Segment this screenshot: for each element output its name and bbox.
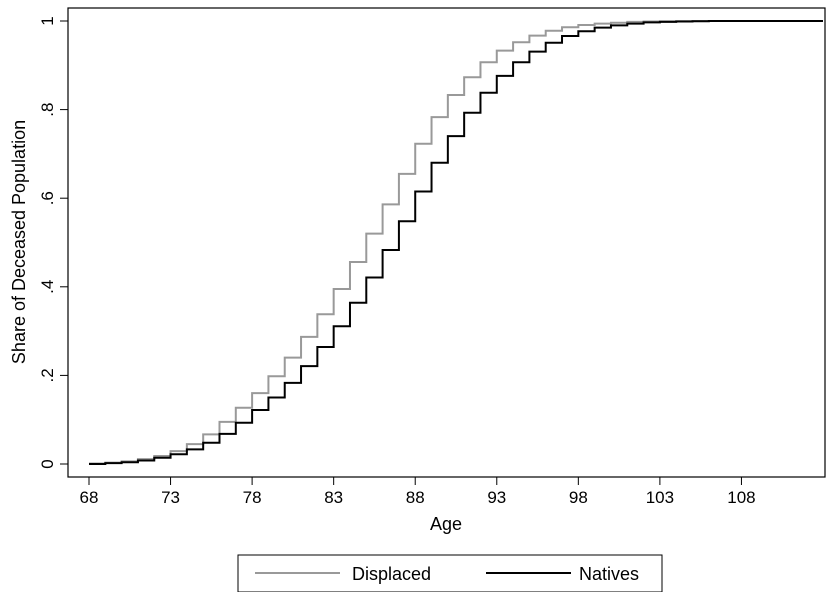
x-axis-ticks: 68 73 78 83 88 93 98 103 108 <box>80 477 756 507</box>
x-tick-label: 108 <box>727 488 755 507</box>
y-tick-label: .4 <box>38 280 57 294</box>
x-tick-label: 93 <box>487 488 506 507</box>
series-line-natives <box>89 20 823 465</box>
series-lines <box>89 20 823 465</box>
x-tick-label: 103 <box>646 488 674 507</box>
y-tick-label: .8 <box>38 103 57 117</box>
y-axis-ticks: 0 .2 .4 .6 .8 1 <box>38 16 68 469</box>
x-tick-label: 88 <box>406 488 425 507</box>
x-tick-label: 98 <box>569 488 588 507</box>
x-axis-title: Age <box>430 514 462 534</box>
legend: Displaced Natives <box>237 554 663 592</box>
y-tick-label: 0 <box>38 459 57 468</box>
legend-label-displaced: Displaced <box>352 564 431 584</box>
y-tick-label: 1 <box>38 16 57 25</box>
y-tick-label: .6 <box>38 191 57 205</box>
x-tick-label: 83 <box>324 488 343 507</box>
legend-label-natives: Natives <box>579 564 639 584</box>
plot-area <box>67 7 826 478</box>
x-tick-label: 68 <box>80 488 99 507</box>
y-tick-label: .2 <box>38 368 57 382</box>
x-tick-label: 73 <box>161 488 180 507</box>
y-axis-title: Share of Deceased Population <box>9 120 29 364</box>
x-tick-label: 78 <box>243 488 262 507</box>
